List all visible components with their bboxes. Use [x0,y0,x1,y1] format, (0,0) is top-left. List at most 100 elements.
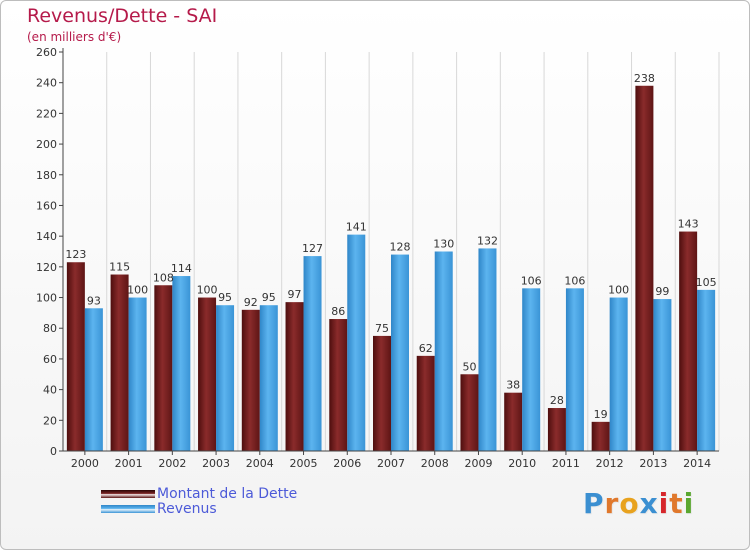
bar-dette [591,421,610,451]
data-label-dette: 115 [109,261,130,274]
data-label-revenus: 95 [262,291,276,304]
bar-dette [66,262,85,451]
bar-revenus [478,248,497,451]
bar-revenus [391,254,409,451]
bar-revenus [347,234,366,451]
proxiti-logo: Proxiti [583,487,695,520]
y-tick-label: 120 [36,261,57,274]
data-label-dette: 123 [65,248,86,261]
data-label-revenus: 105 [696,276,717,289]
data-label-dette: 100 [197,284,218,297]
bar-dette [504,392,523,451]
y-tick-label: 0 [50,445,57,458]
bar-revenus [565,288,584,451]
data-label-revenus: 100 [127,284,148,297]
chart-subtitle: (en milliers d'€) [27,30,122,44]
data-label-dette: 86 [331,305,345,318]
bar-dette [154,285,173,451]
grid-lines [62,52,720,451]
bar-dette [460,374,479,451]
bar-revenus [697,289,716,451]
bar-dette [241,309,260,451]
bar-revenus [522,288,541,451]
x-tick-label: 2008 [421,457,449,470]
data-label-dette: 19 [594,408,608,421]
y-tick-label: 180 [36,169,57,182]
y-tick-label: 200 [36,138,57,151]
bar-revenus [653,299,672,451]
bars [66,85,716,451]
y-tick-label: 40 [43,384,57,397]
x-tick-label: 2014 [683,457,711,470]
x-tick-label: 2001 [115,457,143,470]
bar-revenus [172,276,191,451]
legend-item-revenus: Revenus [101,500,297,517]
data-label-dette: 75 [375,322,389,335]
bar-dette [110,274,129,451]
legend-label-dette: Montant de la Dette [157,485,298,502]
data-label-revenus: 127 [302,242,323,255]
data-label-dette: 62 [419,342,433,355]
y-tick-label: 220 [36,107,57,120]
bar-revenus [609,297,628,451]
legend-swatch-dette [101,489,155,498]
bar-dette [635,85,654,451]
data-label-revenus: 100 [608,284,629,297]
bar-revenus [128,297,147,451]
data-label-dette: 238 [634,72,655,85]
bar-dette [198,297,217,451]
data-label-revenus: 132 [477,234,498,247]
bar-revenus [303,256,322,451]
bar-dette [285,302,304,451]
data-label-dette: 108 [153,271,174,284]
y-tick-label: 100 [36,292,57,305]
x-tick-label: 2012 [596,457,624,470]
data-label-revenus: 114 [171,262,192,275]
data-label-revenus: 128 [390,241,411,254]
data-label-dette: 92 [244,296,258,309]
y-tick-label: 160 [36,199,57,212]
x-tick-label: 2006 [333,457,361,470]
bar-dette [373,335,391,451]
y-tick-label: 240 [36,77,57,90]
data-label-dette: 38 [506,379,520,392]
x-tick-label: 2009 [464,457,492,470]
y-tick-label: 80 [43,322,57,335]
x-tick-label: 2003 [202,457,230,470]
data-label-revenus: 130 [433,238,454,251]
data-label-dette: 28 [550,394,564,407]
data-label-revenus: 93 [87,294,101,307]
x-tick-label: 2013 [639,457,667,470]
x-tick-label: 2005 [290,457,318,470]
data-label-revenus: 99 [655,285,669,298]
legend-item-dette: Montant de la Dette [101,485,298,502]
bar-dette [329,319,348,451]
y-tick-label: 140 [36,230,57,243]
data-label-revenus: 106 [521,274,542,287]
bar-revenus [259,305,278,451]
legend-swatch-revenus [101,504,155,513]
y-tick-label: 60 [43,353,57,366]
legend-label-revenus: Revenus [157,500,217,517]
bar-revenus [434,251,453,451]
x-tick-label: 2007 [377,457,405,470]
chart-title: Revenus/Dette - SAI [27,5,218,27]
bar-dette [547,408,566,451]
data-label-revenus: 106 [564,274,585,287]
data-label-revenus: 95 [218,291,232,304]
legend: Montant de la Dette Revenus [101,485,298,517]
x-tick-label: 2002 [158,457,186,470]
y-tick-label: 260 [36,46,57,59]
data-label-revenus: 141 [346,221,367,234]
x-tick-label: 2011 [552,457,580,470]
bar-dette [679,231,698,451]
axes: 0 20 40 60 80 100 120 140 160 180 200 220 240 260 2000… [36,46,719,470]
bar-revenus [84,308,103,451]
data-label-dette: 50 [462,360,476,373]
data-label-dette: 97 [288,288,302,301]
bar-dette [416,355,435,451]
x-tick-label: 2004 [246,457,274,470]
